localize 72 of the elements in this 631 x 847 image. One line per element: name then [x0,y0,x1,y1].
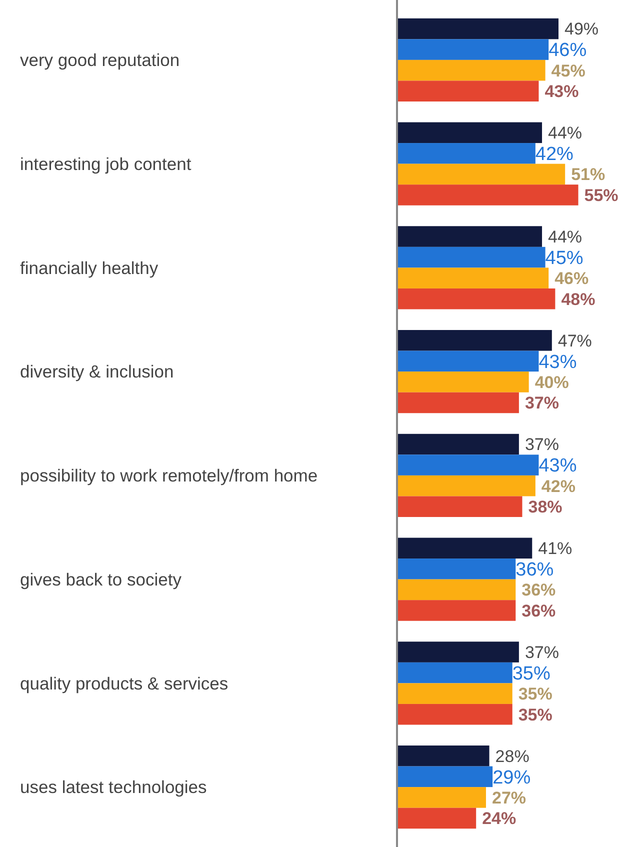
bar [397,434,519,455]
bar [397,246,546,268]
data-label: 51% [571,165,606,184]
bar [397,39,549,60]
data-label: 47% [558,331,592,350]
bar [397,143,536,164]
data-label: 27% [492,788,526,808]
bar [397,808,476,829]
bar [397,80,539,102]
data-label: 42% [541,476,576,496]
bar [397,600,516,621]
bar [397,268,549,288]
bar [397,226,542,247]
data-label: 49% [564,20,599,39]
data-label: 24% [482,809,516,828]
bar [397,18,558,40]
bar [397,558,516,580]
data-label: 40% [534,372,569,392]
data-label: 43% [544,82,579,102]
data-label: 37% [524,394,559,413]
y-tick-label: gives back to society [20,569,182,590]
data-label: 28% [495,746,530,766]
bar [397,475,536,496]
data-label: 37% [524,435,559,454]
bar [397,579,516,600]
bar [397,662,512,684]
bar [397,392,519,414]
bar [397,766,493,788]
y-tick-label: uses latest technologies [20,777,208,798]
data-label: 45% [545,248,584,269]
bar [397,642,519,662]
data-label: 35% [518,684,552,704]
data-label: 55% [584,186,618,205]
data-label: 36% [516,560,554,581]
bar [397,683,512,704]
data-label: 46% [548,40,587,62]
data-label: 46% [554,269,589,288]
data-label: 48% [561,290,596,309]
data-label: 38% [528,498,562,517]
bar [397,787,486,808]
data-label: 36% [522,601,556,620]
data-label: 43% [538,352,577,373]
y-tick-label: very good reputation [20,50,180,70]
data-label: 29% [492,767,531,788]
data-label: 36% [522,580,556,600]
y-tick-label: possibility to work remotely/from home [20,466,318,486]
y-tick-label: quality products & services [20,673,228,694]
bar [397,60,546,81]
bar [397,538,532,559]
bar [397,704,512,725]
data-label: 37% [524,642,559,662]
bar [397,454,539,476]
data-label: 45% [551,61,586,80]
data-label: 44% [548,124,582,143]
data-label: 35% [518,705,552,724]
bar [397,122,542,144]
data-label: 43% [538,456,577,477]
bar [397,288,556,310]
bar [397,164,566,185]
y-tick-label: diversity & inclusion [20,362,174,382]
y-tick-label: financially healthy [20,258,158,278]
bar [397,372,529,392]
y-tick-label: interesting job content [20,154,192,174]
data-label: 35% [512,663,550,684]
bar [397,496,522,517]
bar [397,350,539,372]
data-label: 44% [548,227,582,246]
data-label: 42% [535,144,574,166]
data-label: 41% [538,539,572,558]
bar [397,330,552,351]
bar [397,184,578,206]
bar [397,746,490,766]
